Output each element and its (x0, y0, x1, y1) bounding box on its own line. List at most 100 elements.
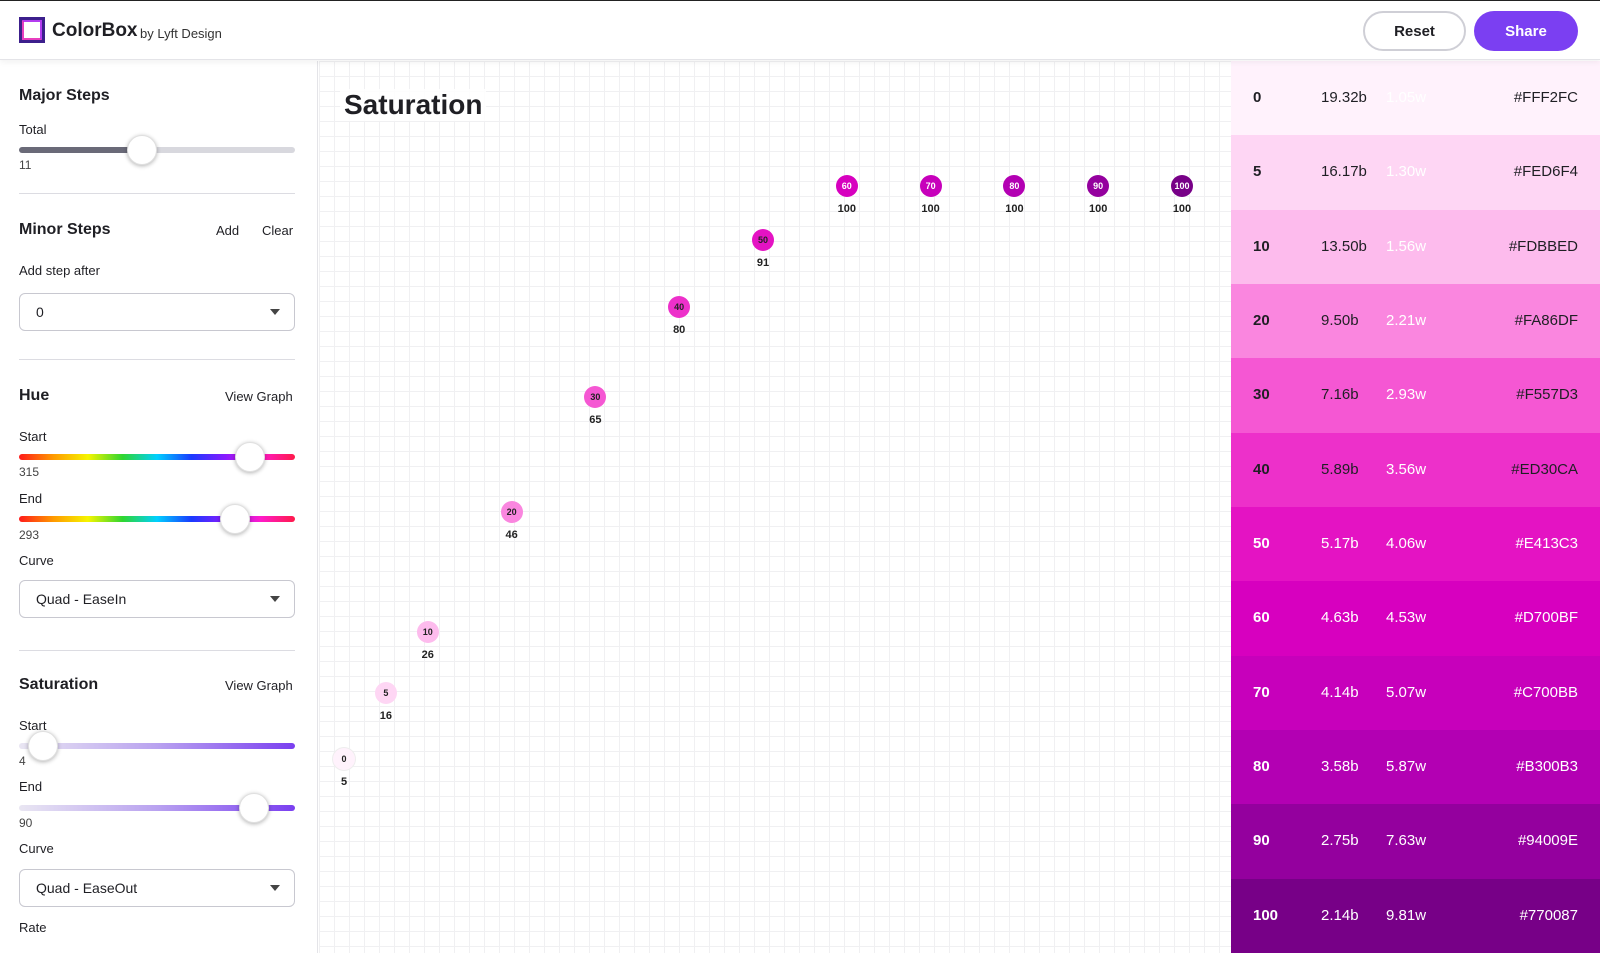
chevron-down-icon (270, 885, 280, 891)
hue-end-value: 293 (19, 528, 40, 542)
swatch-hex: #F557D3 (1516, 386, 1578, 404)
add-minor-step-button[interactable]: Add (216, 223, 240, 238)
chevron-down-icon (270, 596, 280, 602)
saturation-view-graph-link[interactable]: View Graph (225, 678, 293, 693)
hue-start-slider-track[interactable] (19, 454, 295, 460)
saturation-start-slider-track[interactable] (19, 743, 295, 749)
swatch-row-5[interactable]: 5 16.17b 1.30w #FED6F4 (1231, 135, 1600, 211)
chevron-down-icon (270, 309, 280, 315)
swatch-row-40[interactable]: 40 5.89b 3.56w #ED30CA (1231, 432, 1600, 508)
graph-point-40[interactable]: 40 (668, 295, 691, 318)
swatch-hex: #FED6F4 (1513, 163, 1578, 181)
swatch-contrast-black: 16.17b (1321, 163, 1367, 181)
swatch-contrast-black: 4.14b (1321, 683, 1359, 701)
swatch-contrast-black: 2.14b (1321, 906, 1359, 924)
graph-point-30[interactable]: 30 (584, 386, 607, 409)
graph-point-80[interactable]: 80 (1003, 175, 1026, 197)
graph-point-value: 46 (505, 528, 518, 541)
swatch-contrast-black: 13.50b (1321, 237, 1367, 255)
hue-start-slider-thumb[interactable] (235, 442, 265, 472)
clear-minor-steps-button[interactable]: Clear (262, 223, 294, 238)
hue-title: Hue (19, 387, 50, 404)
total-value: 11 (19, 158, 32, 172)
swatch-row-90[interactable]: 90 2.75b 7.63w #94009E (1231, 804, 1600, 880)
swatch-contrast-white: 1.30w (1386, 163, 1427, 181)
swatch-row-70[interactable]: 70 4.14b 5.07w #C700BB (1231, 655, 1600, 731)
saturation-end-slider-track[interactable] (19, 805, 295, 811)
saturation-end-value: 90 (19, 816, 33, 830)
hue-curve-label: Curve (19, 553, 54, 568)
reset-button[interactable]: Reset (1363, 11, 1466, 51)
total-slider-thumb[interactable] (127, 135, 157, 165)
share-button[interactable]: Share (1474, 11, 1578, 51)
swatch-hex: #B300B3 (1516, 758, 1578, 776)
graph-point-100[interactable]: 100 (1171, 175, 1193, 197)
swatch-hex: #E413C3 (1515, 535, 1578, 553)
swatch-contrast-black: 19.32b (1321, 89, 1367, 107)
graph-point-10[interactable]: 10 (416, 621, 439, 644)
swatch-contrast-white: 4.06w (1386, 535, 1427, 553)
graph-point-value: 100 (1172, 203, 1192, 215)
swatch-contrast-black: 3.58b (1321, 758, 1359, 776)
swatch-step: 100 (1253, 906, 1279, 924)
swatch-contrast-white: 1.05w (1386, 89, 1427, 107)
divider (19, 359, 295, 360)
hue-end-slider-track[interactable] (19, 516, 295, 522)
swatch-step: 0 (1253, 89, 1262, 107)
graph-point-20[interactable]: 20 (500, 500, 523, 523)
swatch-hex: #FA86DF (1514, 312, 1578, 330)
swatch-contrast-black: 9.50b (1321, 312, 1359, 330)
swatch-hex: #770087 (1519, 906, 1578, 924)
app-title: ColorBox (52, 20, 138, 41)
saturation-curve-select[interactable]: Quad - EaseOut (19, 869, 295, 907)
saturation-start-value: 4 (19, 754, 26, 768)
swatch-row-20[interactable]: 20 9.50b 2.21w #FA86DF (1231, 284, 1600, 359)
graph-point-60[interactable]: 60 (835, 175, 858, 197)
swatch-step: 60 (1253, 609, 1270, 627)
graph-title: Saturation (340, 89, 487, 121)
graph-point-value: 26 (421, 649, 434, 662)
hue-end-slider-thumb[interactable] (220, 504, 250, 534)
swatch-row-60[interactable]: 60 4.63b 4.53w #D700BF (1231, 581, 1600, 657)
swatch-step: 20 (1253, 312, 1270, 330)
graph-point-5[interactable]: 5 (374, 681, 397, 704)
hue-end-label: End (19, 491, 43, 506)
add-step-after-select[interactable]: 0 (19, 293, 295, 331)
swatch-row-50[interactable]: 50 5.17b 4.06w #E413C3 (1231, 507, 1600, 582)
app-byline: by Lyft Design (140, 26, 222, 41)
swatch-contrast-black: 2.75b (1321, 832, 1359, 850)
swatch-contrast-white: 2.21w (1386, 312, 1427, 330)
divider (19, 650, 295, 651)
swatch-row-80[interactable]: 80 3.58b 5.87w #B300B3 (1231, 730, 1600, 805)
hue-view-graph-link[interactable]: View Graph (225, 389, 293, 404)
graph-point-value: 91 (756, 257, 770, 270)
graph-point-90[interactable]: 90 (1087, 175, 1110, 197)
saturation-start-slider-thumb[interactable] (28, 731, 58, 761)
graph-point-70[interactable]: 70 (919, 175, 942, 197)
swatch-hex: #D700BF (1514, 609, 1578, 627)
graph-point-50[interactable]: 50 (752, 229, 774, 252)
swatch-contrast-white: 1.56w (1386, 237, 1427, 255)
swatch-row-100[interactable]: 100 2.14b 9.81w #770087 (1231, 878, 1600, 953)
swatch-contrast-white: 3.56w (1386, 460, 1427, 478)
swatch-contrast-white: 5.87w (1386, 758, 1427, 776)
swatch-row-0[interactable]: 0 19.32b 1.05w #FFF2FC (1231, 61, 1600, 136)
swatch-contrast-white: 7.63w (1386, 832, 1427, 850)
total-slider-track[interactable] (19, 147, 295, 153)
divider (19, 193, 295, 194)
swatch-hex: #FFF2FC (1513, 89, 1578, 107)
swatch-row-10[interactable]: 10 13.50b 1.56w #FDBBED (1231, 209, 1600, 285)
hue-start-label: Start (19, 429, 47, 444)
hue-curve-select[interactable]: Quad - EaseIn (19, 580, 295, 618)
graph-point-value: 100 (837, 203, 856, 215)
total-label: Total (19, 122, 47, 137)
graph-point-0[interactable]: 0 (333, 747, 355, 770)
swatch-step: 80 (1253, 758, 1270, 776)
swatch-step: 30 (1253, 386, 1270, 404)
swatch-contrast-white: 9.81w (1386, 906, 1427, 924)
hue-start-value: 315 (19, 465, 40, 479)
add-step-after-value: 0 (36, 304, 44, 320)
saturation-end-slider-thumb[interactable] (239, 793, 269, 823)
top-bar: ColorBox by Lyft Design Reset Share (0, 0, 1600, 60)
swatch-row-30[interactable]: 30 7.16b 2.93w #F557D3 (1231, 358, 1600, 434)
